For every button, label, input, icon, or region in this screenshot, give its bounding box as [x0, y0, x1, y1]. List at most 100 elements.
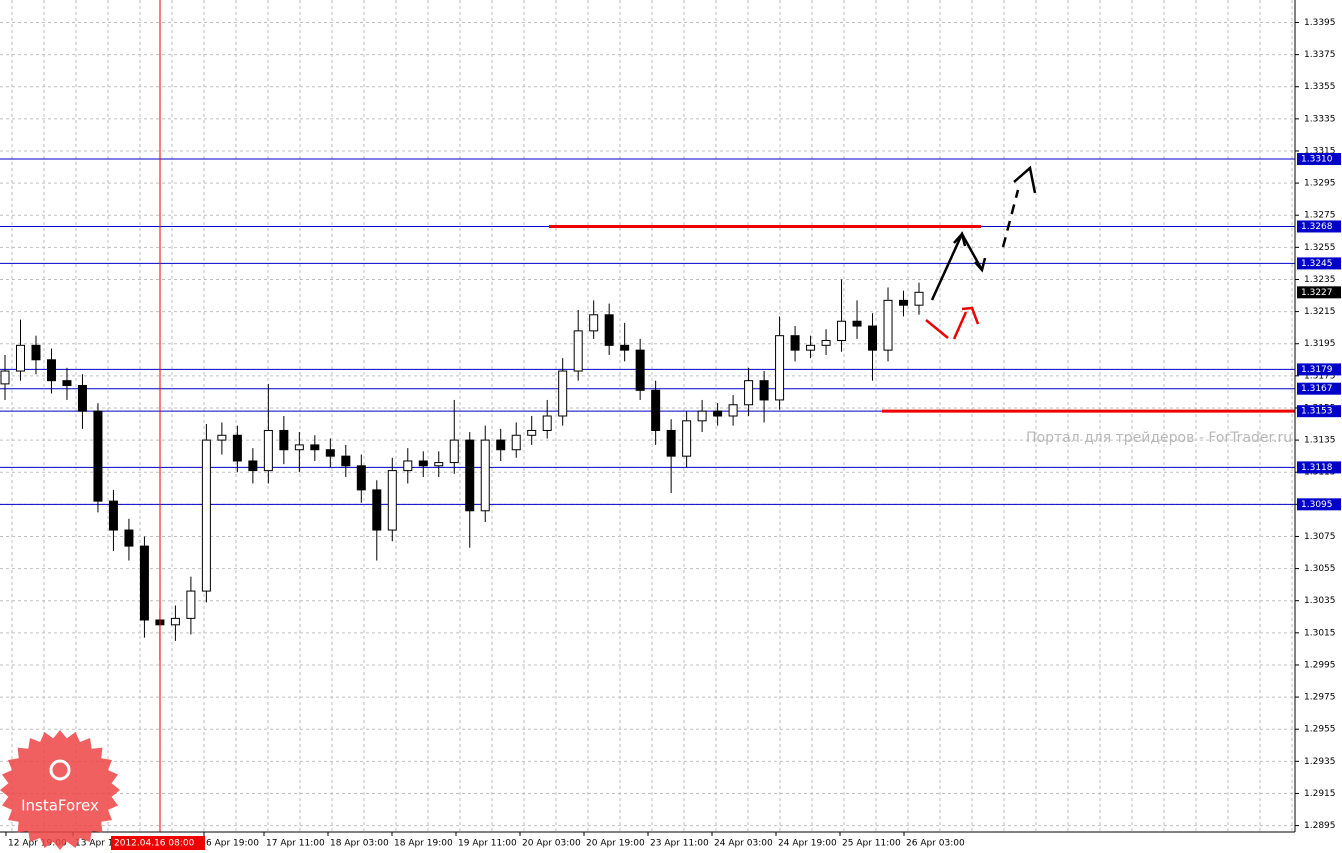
level-label-box	[1297, 405, 1341, 418]
x-tick-label: 25 Apr 11:00	[842, 839, 901, 849]
candle-body	[93, 410, 103, 502]
candle-body	[697, 410, 707, 422]
candle-body	[108, 500, 118, 531]
candle-body	[914, 291, 924, 306]
y-tick-label: 1.2975	[1304, 693, 1336, 703]
alt-path	[925, 319, 949, 339]
x-tick-label: 18 Apr 03:00	[330, 839, 389, 849]
level-label: 1.3118	[1301, 463, 1333, 473]
candle-body	[341, 455, 351, 467]
y-tick-label: 1.3355	[1304, 82, 1336, 92]
cursor-label: 2012.04.16 08:00	[114, 839, 195, 849]
logo-icon	[49, 759, 71, 781]
x-tick-label: 20 Apr 03:00	[522, 839, 581, 849]
candle-body	[496, 439, 506, 451]
current-price: 1.3227	[1301, 288, 1333, 298]
y-tick-label: 1.3375	[1304, 50, 1336, 60]
level-label: 1.3179	[1301, 365, 1333, 375]
candle-body	[527, 429, 537, 436]
price-label-box	[1297, 286, 1341, 299]
x-tick-label: 24 Apr 03:00	[714, 839, 773, 849]
y-tick-label: 1.3015	[1304, 628, 1336, 638]
y-tick-label: 1.3195	[1304, 339, 1336, 349]
alt-path	[952, 311, 968, 340]
candle-body	[0, 370, 10, 385]
candle-body	[31, 344, 41, 361]
candle-body	[635, 349, 645, 391]
time-axis-panel	[0, 832, 1342, 853]
level-label: 1.3268	[1301, 222, 1333, 232]
level-label: 1.3153	[1301, 407, 1333, 417]
candle-body	[775, 335, 785, 401]
candle-body	[279, 429, 289, 451]
cursor-label-box	[111, 836, 205, 850]
y-tick-label: 1.3035	[1304, 596, 1336, 606]
candle-body	[821, 340, 831, 346]
candle-body	[372, 489, 382, 531]
candle-body	[480, 439, 490, 512]
candle-body	[620, 344, 630, 351]
logo: InstaForex	[0, 730, 120, 850]
y-tick-label: 1.3075	[1304, 532, 1336, 542]
level-label-box	[1297, 153, 1341, 166]
candle-body	[325, 449, 335, 457]
x-tick-label: 20 Apr 19:00	[586, 839, 645, 849]
candle-body	[511, 434, 521, 451]
candle-body	[542, 415, 552, 431]
x-tick-label: 18 Apr 19:00	[394, 839, 453, 849]
level-label: 1.3310	[1301, 155, 1333, 165]
level-label-box	[1297, 363, 1341, 376]
candle-body	[434, 462, 444, 467]
candle-body	[806, 344, 816, 351]
y-tick-label: 1.3395	[1304, 18, 1336, 28]
candle-body	[899, 299, 909, 306]
forecast-arrows	[925, 165, 1037, 340]
arrow-head	[974, 257, 987, 273]
y-tick-label: 1.3055	[1304, 564, 1336, 574]
candle-body	[682, 420, 692, 457]
arrow-head	[1013, 165, 1037, 194]
level-label: 1.3095	[1301, 500, 1333, 510]
y-tick-label: 1.2955	[1304, 725, 1336, 735]
candle-body	[573, 330, 583, 372]
grid	[0, 0, 1295, 832]
x-tick-label: 17 Apr 11:00	[266, 839, 325, 849]
forecast-path	[1001, 189, 1020, 248]
x-tick-label: 6 Apr 19:00	[206, 839, 259, 849]
y-tick-label: 1.2935	[1304, 757, 1336, 767]
y-tick-label: 1.3135	[1304, 436, 1336, 446]
candle-body	[186, 590, 196, 619]
candle-body	[387, 470, 397, 531]
level-label: 1.3167	[1301, 384, 1333, 394]
x-tick-label: 23 Apr 11:00	[650, 839, 709, 849]
level-label-box	[1297, 220, 1341, 233]
candle-body	[449, 439, 459, 464]
y-tick-label: 1.2895	[1304, 821, 1336, 831]
candle-body	[852, 320, 862, 327]
level-label: 1.3245	[1301, 259, 1333, 269]
candle-body	[589, 314, 599, 332]
candle-body	[713, 410, 723, 417]
candle-body	[651, 389, 661, 431]
y-tick-label: 1.3255	[1304, 243, 1336, 253]
candle-body	[418, 460, 428, 467]
logo-text: InstaForex	[21, 797, 99, 815]
level-label-box	[1297, 257, 1341, 270]
candle-body	[790, 335, 800, 351]
candle-body	[77, 384, 87, 412]
price-axis-panel	[1295, 0, 1342, 853]
candle-body	[248, 460, 258, 472]
candle-body	[356, 465, 366, 491]
candle-body	[232, 434, 242, 462]
candle-body	[558, 370, 568, 417]
candle-body	[294, 444, 304, 451]
axis-labels: 1.2895 1.2915 1.2935 1.2955 1.2975 1.2995 1.30…	[5, 18, 1341, 850]
level-label-box	[1297, 382, 1341, 395]
candle-body	[217, 434, 227, 441]
y-tick-label: 1.2915	[1304, 789, 1336, 799]
candle-body	[868, 325, 878, 351]
candle-body	[62, 380, 72, 386]
candle-body	[263, 429, 273, 472]
candle-body	[883, 299, 893, 351]
